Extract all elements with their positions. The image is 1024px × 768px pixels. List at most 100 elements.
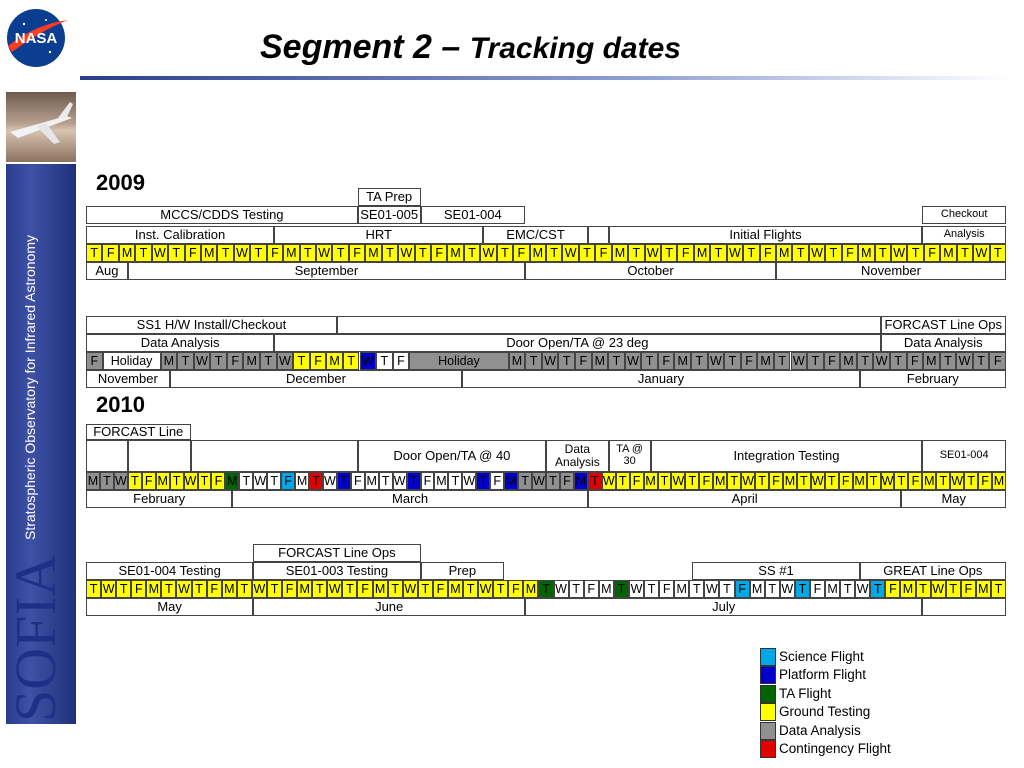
month-name: September	[294, 263, 359, 279]
legend-label: Science Flight	[779, 649, 864, 664]
day-cell: T	[332, 244, 349, 262]
legend-swatch	[760, 666, 776, 685]
day-cell: W	[532, 472, 546, 490]
day-cell: W	[956, 352, 973, 370]
activity-bar: Integration Testing	[650, 440, 923, 472]
day-cell: M	[757, 352, 774, 370]
day-cell: T	[764, 580, 780, 598]
day-cell: T	[260, 352, 277, 370]
day-cell: T	[907, 244, 924, 262]
day-cell: T	[250, 244, 267, 262]
day-cell: W	[790, 352, 808, 370]
day-cell: T	[792, 244, 809, 262]
day-cell: T	[972, 352, 990, 370]
day-cell: T	[989, 244, 1006, 262]
activity-bar-label: Data Analysis	[555, 442, 600, 469]
day-cell: T	[657, 472, 672, 490]
day-cell: T	[794, 580, 810, 598]
day-cell: T	[936, 472, 951, 490]
day-cell: F	[309, 352, 327, 370]
day-cell: F	[420, 472, 435, 490]
activity-bar-label: TA @ 30	[616, 443, 644, 467]
sofia-wordmark: SOFIA	[3, 554, 68, 722]
activity-bar: TA @ 30	[608, 440, 651, 472]
day-cell: T	[870, 580, 886, 598]
month-label: May	[86, 598, 254, 616]
activity-bar-label: TA Prep	[366, 189, 413, 205]
month-label: September	[127, 262, 526, 280]
day-cell: T	[661, 244, 678, 262]
month-label: May	[901, 490, 1006, 508]
day-cell: T	[293, 352, 310, 370]
day-cell: T	[378, 472, 393, 490]
day-cell: F	[513, 244, 530, 262]
day-cell: M	[283, 244, 300, 262]
day-cell: W	[541, 352, 559, 370]
day-cell: F	[184, 244, 201, 262]
day-cell: F	[348, 244, 366, 262]
day-cell: W	[726, 244, 744, 262]
day-cell: T	[824, 472, 839, 490]
month-label	[922, 598, 1006, 616]
day-cell: T	[168, 244, 185, 262]
activity-bar-label: Prep	[448, 563, 477, 579]
activity-bar-label: Door Open/TA @ 40	[393, 448, 511, 464]
day-cell: F	[432, 580, 448, 598]
day-cell: W	[462, 472, 477, 490]
day-cell: T	[493, 580, 509, 598]
activity-bar-label: Door Open/TA @ 23 deg	[506, 335, 649, 351]
day-cell: W	[704, 580, 720, 598]
activity-bar: Prep	[420, 562, 505, 580]
activity-bar	[336, 316, 881, 334]
day-cell: F	[141, 472, 156, 490]
day-cell: M	[643, 472, 658, 490]
day-cell: T	[99, 472, 114, 490]
day-cell: T	[644, 580, 660, 598]
month-label: November	[776, 262, 1006, 280]
nasa-logo: NASA	[7, 9, 68, 67]
day-cell: M	[975, 580, 991, 598]
day-cell: T	[889, 352, 907, 370]
day-cell: F	[906, 352, 924, 370]
day-cell: T	[727, 472, 742, 490]
activity-bar: Data Analysis	[546, 440, 609, 472]
month-label: October	[525, 262, 776, 280]
day-cell: T	[773, 352, 791, 370]
activity-bar-label: Checkout	[940, 208, 988, 221]
activity-bar: SE01-004 Testing	[86, 562, 254, 580]
day-cell: W	[402, 580, 418, 598]
holiday-cell: Holiday	[409, 352, 509, 370]
day-cell: F	[699, 472, 714, 490]
legend-swatch	[760, 721, 776, 740]
day-cell: M	[160, 352, 178, 370]
activity-bar-label: FORCAST Line Ops	[278, 545, 396, 561]
activity-bar-label: SE01-004	[443, 207, 502, 223]
day-cell: T	[939, 352, 957, 370]
day-cell: M	[504, 472, 519, 490]
activity-bar	[190, 440, 358, 472]
day-cell: W	[873, 352, 890, 370]
day-cell: T	[724, 352, 741, 370]
activity-bar: Initial Flights	[608, 226, 923, 244]
day-cell: W	[880, 472, 895, 490]
day-cell: W	[392, 472, 407, 490]
activity-bar: FORCAST Line Ops	[880, 316, 1006, 334]
legend-item: Ground Testing	[760, 703, 960, 722]
day-cell: W	[480, 244, 497, 262]
day-cell: T	[578, 244, 596, 262]
day-cell: T	[856, 352, 874, 370]
day-cell: T	[743, 244, 760, 262]
activity-bar: SE01-003 Testing	[253, 562, 421, 580]
aircraft-photo	[6, 92, 76, 162]
day-cell: W	[113, 472, 128, 490]
month-name: December	[286, 371, 346, 387]
day-cell: T	[518, 472, 533, 490]
legend-item: Science Flight	[760, 648, 960, 666]
day-cell: M	[295, 472, 310, 490]
day-cell: F	[838, 472, 853, 490]
day-cell: T	[546, 472, 560, 490]
day-cell: T	[299, 244, 316, 262]
day-cell: T	[309, 472, 323, 490]
day-cell: W	[193, 352, 211, 370]
day-cell: F	[769, 472, 783, 490]
